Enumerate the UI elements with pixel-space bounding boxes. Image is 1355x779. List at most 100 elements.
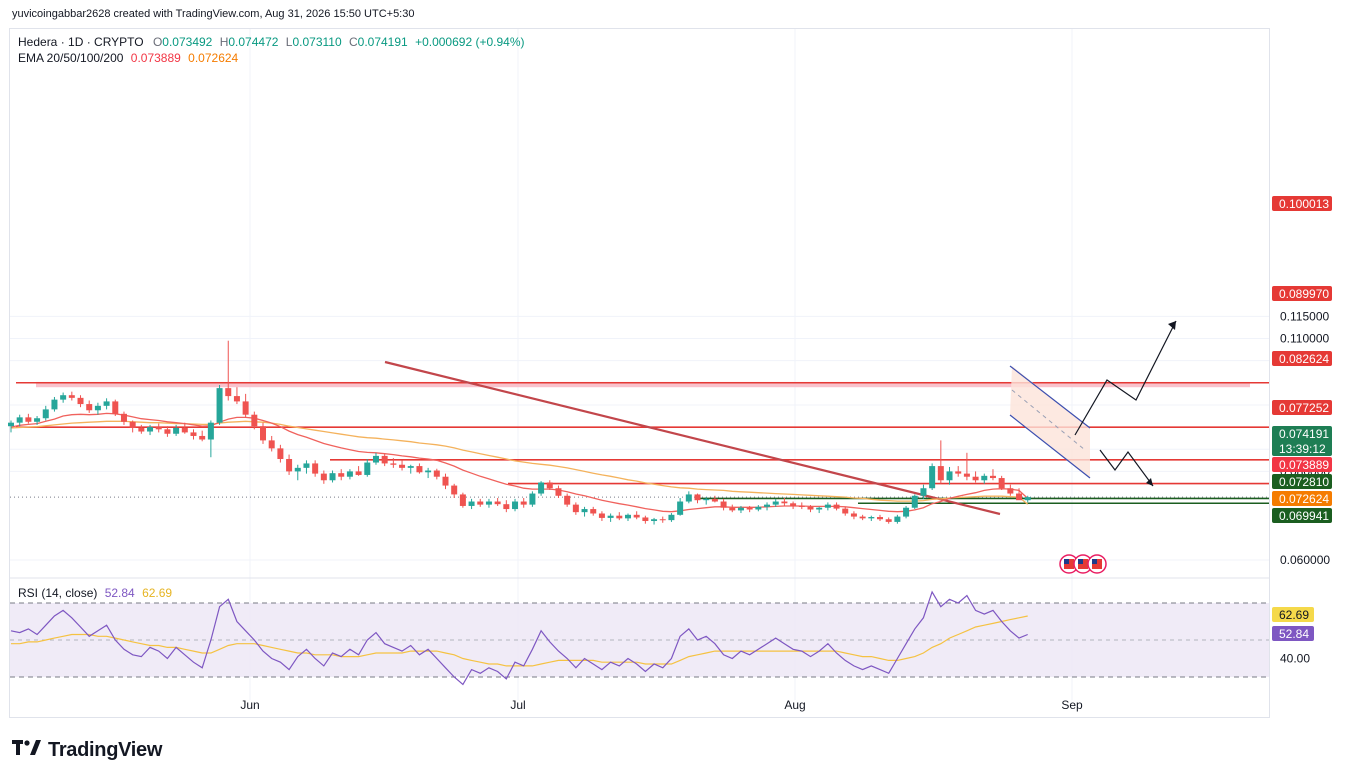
- candle-body: [963, 473, 970, 477]
- candle-body: [755, 506, 762, 510]
- legend-open-label: O: [152, 35, 163, 49]
- rsi-label-rsi: 52.84: [1272, 626, 1314, 641]
- legend-symbol[interactable]: Hedera · 1D · CRYPTO: [18, 35, 144, 49]
- price-label-box: [1272, 196, 1332, 211]
- ema20-line: [10, 412, 1029, 513]
- price-label-box: [1272, 508, 1332, 523]
- candle-body: [173, 427, 180, 434]
- attribution: yuvicoingabbar2628 created with TradingV…: [12, 8, 415, 20]
- rsi-label-box: [1272, 626, 1314, 641]
- candle-body: [207, 422, 214, 440]
- candle-body: [920, 488, 927, 496]
- candle-body: [850, 513, 857, 517]
- price-label-resistance: 0.100013: [1272, 196, 1332, 211]
- candle-body: [8, 422, 14, 427]
- time-tick-label: Jun: [240, 698, 259, 712]
- tradingview-logo-icon: [12, 738, 42, 762]
- candle-body: [520, 501, 527, 505]
- channel-top-line: [1009, 365, 1091, 429]
- legend-change: +0.000692 (+0.94%): [415, 35, 525, 49]
- candle-body: [60, 395, 67, 400]
- candle-body: [320, 473, 327, 481]
- candle-body: [468, 501, 475, 506]
- candle-body: [147, 427, 154, 432]
- candle-body: [425, 470, 432, 473]
- bullish-path: [1074, 320, 1177, 436]
- price-label-box: [1272, 351, 1332, 366]
- candle-body: [364, 462, 371, 475]
- candle-body: [824, 504, 831, 508]
- legend-open: 0.073492: [162, 35, 213, 49]
- candle-body: [286, 458, 293, 472]
- price-label-text: 0.077252: [1279, 401, 1329, 415]
- candle-body: [885, 519, 892, 522]
- candle-body: [798, 505, 805, 507]
- candle-body: [494, 501, 501, 505]
- rsi-legend-label[interactable]: RSI (14, close): [18, 586, 98, 600]
- candle-body: [685, 494, 692, 502]
- rsi-line: [10, 590, 1028, 686]
- candle-body: [407, 466, 414, 468]
- candle-body: [1007, 488, 1014, 494]
- price-label-resistance: 0.089970: [1272, 286, 1332, 301]
- rsi-legend-ma-value: 62.69: [142, 586, 173, 600]
- candle-body: [372, 455, 379, 463]
- candle-body: [677, 501, 684, 515]
- rsi-label-text: 62.69: [1279, 608, 1309, 622]
- candle-body: [764, 504, 771, 507]
- candle-body: [120, 413, 127, 422]
- candle-body: [303, 463, 310, 468]
- price-label-box: [1272, 400, 1332, 415]
- candle-body: [624, 514, 631, 519]
- legend-low-label: L: [285, 35, 293, 49]
- price-label-support: 0.069941: [1272, 508, 1332, 523]
- tradingview-logo[interactable]: TradingView: [12, 738, 162, 762]
- candle-body: [390, 463, 397, 465]
- candle-body: [103, 401, 110, 406]
- time-tick-label: Aug: [784, 698, 805, 712]
- legend-row: Hedera · 1D · CRYPTO O0.073492 H0.074472…: [18, 35, 524, 49]
- candle-body: [355, 471, 362, 475]
- candle-body: [651, 519, 658, 522]
- event-flag-canton: [1092, 559, 1097, 564]
- price-label-support: 0.072810: [1272, 474, 1332, 489]
- candle-body: [68, 395, 75, 398]
- candle-body: [989, 475, 996, 479]
- ema-legend-row: EMA 20/50/100/200 0.073889 0.072624: [18, 51, 238, 65]
- chart-panel[interactable]: [9, 28, 1270, 718]
- candle-body: [503, 504, 510, 510]
- candle-body: [790, 503, 797, 506]
- candle-body: [642, 517, 649, 522]
- candle-body: [616, 515, 623, 519]
- price-label-text: 0.074191: [1279, 427, 1329, 441]
- candle-body: [329, 473, 336, 481]
- candle-body: [955, 471, 962, 474]
- ema-legend-label[interactable]: EMA 20/50/100/200: [18, 51, 124, 65]
- price-label-text: 0.100013: [1279, 197, 1329, 211]
- candle-body: [399, 464, 406, 468]
- candle-body: [233, 396, 240, 402]
- candle-body: [868, 517, 875, 519]
- candle-body: [216, 388, 223, 423]
- candle-body: [433, 470, 440, 477]
- candle-body: [485, 501, 492, 505]
- candle-body: [998, 478, 1005, 489]
- candle-body: [894, 516, 901, 522]
- candle-body: [929, 466, 936, 489]
- descending-trendline: [384, 360, 1001, 516]
- candle-body: [607, 515, 614, 518]
- candle-body: [598, 513, 605, 518]
- candle-body: [225, 388, 232, 397]
- bearish-path: [1099, 449, 1154, 487]
- legend-high-label: H: [219, 35, 229, 49]
- price-label-ema20: 0.073889: [1272, 457, 1332, 472]
- candle-body: [164, 429, 171, 434]
- price-label-box: [1272, 474, 1332, 489]
- candle-body: [737, 507, 744, 511]
- candle-body: [946, 471, 953, 481]
- candle-body: [459, 494, 466, 506]
- price-tick-label: 0.115000: [1280, 309, 1329, 323]
- legend-high: 0.074472: [228, 35, 279, 49]
- candle-body: [251, 414, 258, 427]
